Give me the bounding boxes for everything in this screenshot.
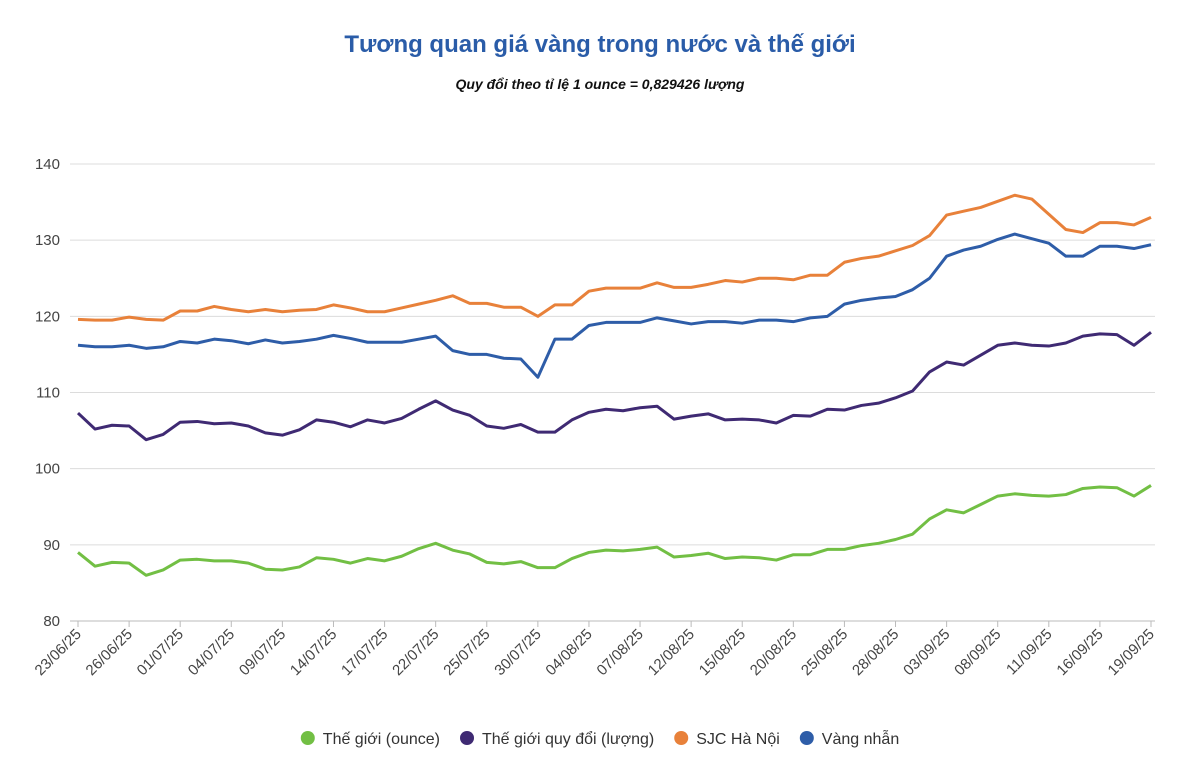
x-tick-label: 07/08/25: [594, 626, 647, 679]
x-tick-label: 28/08/25: [849, 626, 902, 679]
x-tick-label: 09/07/25: [236, 626, 289, 679]
y-tick-label: 90: [43, 537, 60, 554]
y-tick-label: 140: [35, 156, 60, 173]
x-tick-label: 16/09/25: [1053, 626, 1106, 679]
x-tick-label: 19/09/25: [1105, 626, 1158, 679]
x-tick-label: 03/09/25: [900, 626, 953, 679]
x-tick-label: 30/07/25: [491, 626, 544, 679]
x-tick-label: 17/07/25: [338, 626, 391, 679]
x-tick-label: 11/09/25: [1003, 626, 1056, 679]
x-tick-label: 04/08/25: [542, 626, 595, 679]
x-tick-label: 15/08/25: [696, 626, 749, 679]
series-line: [77, 484, 1152, 577]
legend-label: SJC Hà Nội: [696, 731, 780, 748]
legend-label: Thế giới quy đổi (lượng): [482, 730, 654, 748]
x-tick-label: 25/08/25: [798, 626, 851, 679]
x-tick-label: 12/08/25: [645, 626, 698, 679]
y-tick-label: 110: [36, 385, 60, 402]
x-tick-label: 26/06/25: [83, 626, 136, 679]
series-line: [76, 331, 1152, 442]
x-tick-label: 08/09/25: [951, 626, 1004, 679]
chart-subtitle: Quy đổi theo tỉ lệ 1 ounce = 0,829426 lư…: [456, 76, 745, 92]
chart-title: Tương quan giá vàng trong nước và thế gi…: [344, 31, 855, 58]
x-tick-label: 22/07/25: [389, 626, 442, 679]
legend-label: Thế giới (ounce): [323, 731, 440, 748]
y-tick-label: 130: [35, 232, 60, 249]
x-tick-label: 14/07/25: [287, 626, 340, 679]
legend-marker: [460, 731, 475, 745]
legend-marker: [799, 731, 814, 745]
x-tick-label: 04/07/25: [185, 626, 238, 679]
legend: Thế giới (ounce) Thế giới quy đổi (lượng)…: [300, 729, 899, 748]
x-tick-label: 25/07/25: [440, 626, 493, 679]
x-tick-label: 01/07/25: [134, 626, 187, 679]
legend-label: Vàng nhẫn: [822, 729, 899, 748]
y-tick-label: 100: [35, 461, 60, 478]
x-tick-label: 23/06/25: [32, 626, 85, 679]
x-tick-label: 20/08/25: [747, 626, 800, 679]
legend-marker: [300, 731, 315, 745]
series-line: [77, 193, 1152, 322]
series-line: [77, 232, 1152, 379]
y-tick-label: 80: [43, 613, 60, 630]
legend-marker: [674, 731, 689, 745]
y-tick-label: 120: [35, 308, 60, 325]
